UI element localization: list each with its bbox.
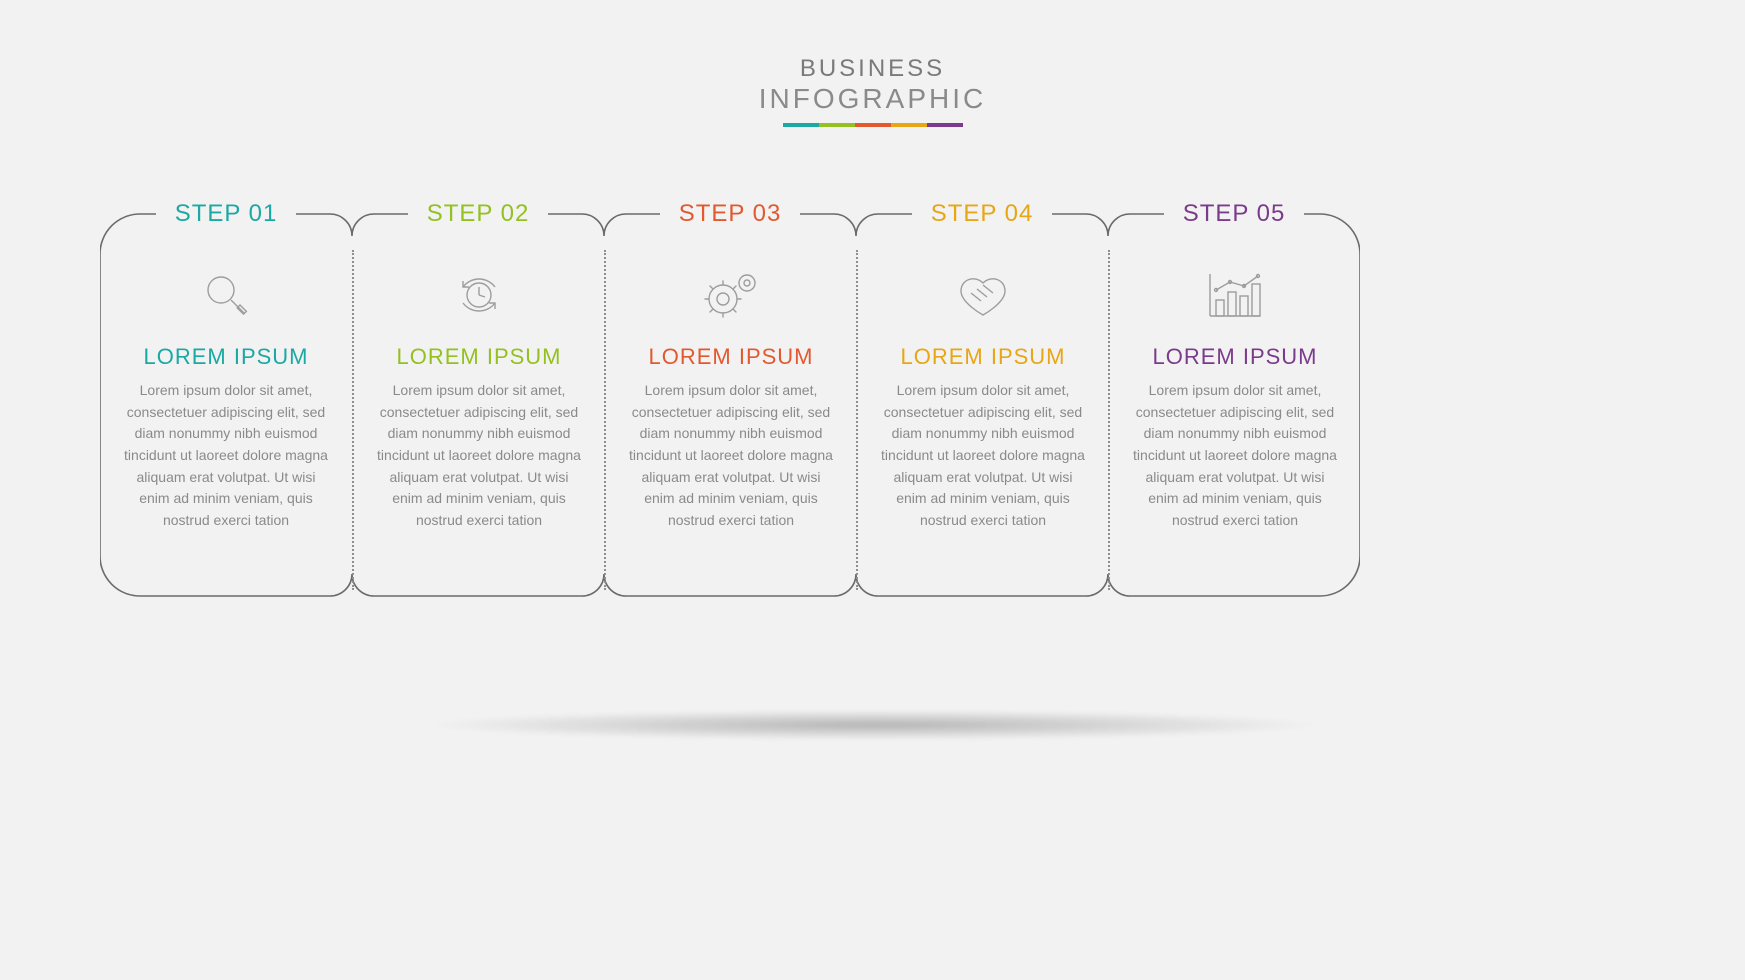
step-label-3: STEP 03 <box>604 200 856 228</box>
card-title-4: LOREM IPSUM <box>880 344 1086 370</box>
step-label-5: STEP 05 <box>1108 200 1360 228</box>
card-body-3: Lorem ipsum dolor sit amet, consectetuer… <box>628 380 834 532</box>
clock-cycle-icon <box>376 260 582 330</box>
underline-seg-5 <box>927 123 963 127</box>
card-title-5: LOREM IPSUM <box>1132 344 1338 370</box>
header-underline <box>783 123 963 127</box>
handshake-icon <box>880 260 1086 330</box>
card-body-2: Lorem ipsum dolor sit amet, consectetuer… <box>376 380 582 532</box>
card-body-4: Lorem ipsum dolor sit amet, consectetuer… <box>880 380 1086 532</box>
underline-seg-4 <box>891 123 927 127</box>
step-label-2: STEP 02 <box>352 200 604 228</box>
step-card-3: LOREM IPSUM Lorem ipsum dolor sit amet, … <box>604 250 856 590</box>
bar-chart-icon <box>1132 260 1338 330</box>
step-label-1: STEP 01 <box>100 200 352 228</box>
card-title-1: LOREM IPSUM <box>122 344 330 370</box>
step-card-1: LOREM IPSUM Lorem ipsum dolor sit amet, … <box>100 250 352 590</box>
step-card-2: LOREM IPSUM Lorem ipsum dolor sit amet, … <box>352 250 604 590</box>
gears-icon <box>628 260 834 330</box>
header-line2: INFOGRAPHIC <box>0 83 1745 115</box>
drop-shadow <box>423 710 1323 740</box>
step-card-5: LOREM IPSUM Lorem ipsum dolor sit amet, … <box>1108 250 1360 590</box>
card-title-2: LOREM IPSUM <box>376 344 582 370</box>
step-label-4: STEP 04 <box>856 200 1108 228</box>
card-title-3: LOREM IPSUM <box>628 344 834 370</box>
underline-seg-3 <box>855 123 891 127</box>
header-line1: BUSINESS <box>0 55 1745 83</box>
card-body-1: Lorem ipsum dolor sit amet, consectetuer… <box>122 380 330 532</box>
infographic-stage: STEP 01 LOREM IPSUM Lorem ipsum dolor si… <box>100 200 1360 600</box>
underline-seg-1 <box>783 123 819 127</box>
magnifier-icon <box>122 260 330 330</box>
step-card-4: LOREM IPSUM Lorem ipsum dolor sit amet, … <box>856 250 1108 590</box>
underline-seg-2 <box>819 123 855 127</box>
card-body-5: Lorem ipsum dolor sit amet, consectetuer… <box>1132 380 1338 532</box>
header: BUSINESS INFOGRAPHIC <box>0 0 1745 127</box>
